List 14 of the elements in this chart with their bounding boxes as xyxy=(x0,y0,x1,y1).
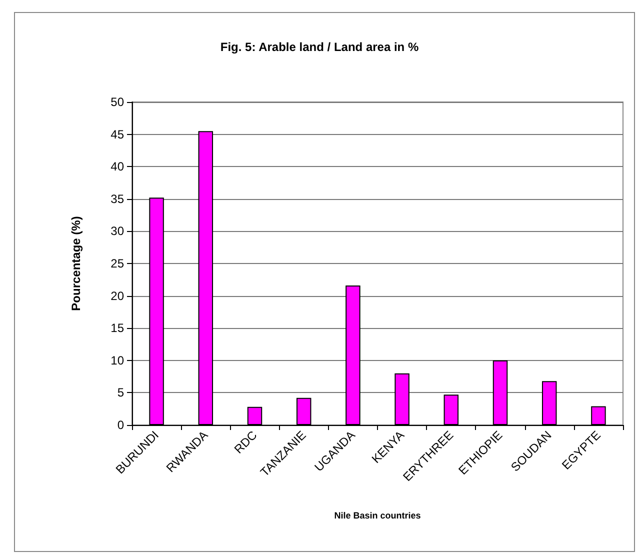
y-tick-label: 30 xyxy=(110,224,124,238)
y-axis-title: Pourcentage (%) xyxy=(69,216,83,311)
y-tick-label: 50 xyxy=(110,95,124,109)
y-tick-label: 15 xyxy=(110,321,124,336)
y-tick-label: 45 xyxy=(110,127,124,142)
y-tick-label: 10 xyxy=(110,353,124,368)
y-tick-label: 0 xyxy=(117,418,124,432)
y-tick-label: 40 xyxy=(110,160,124,174)
chart-title: Fig. 5: Arable land / Land area in % xyxy=(220,40,419,54)
x-axis-title: Nile Basin countries xyxy=(334,510,421,520)
y-tick-label: 20 xyxy=(110,288,124,303)
y-tick-label: 35 xyxy=(110,192,124,206)
y-tick-label: 5 xyxy=(117,386,124,400)
y-tick-label: 25 xyxy=(110,256,124,270)
